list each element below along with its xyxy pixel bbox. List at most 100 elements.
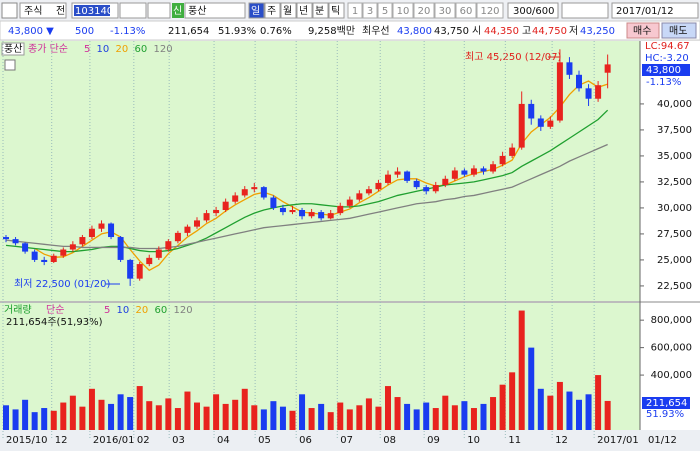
volume-bar [98, 399, 105, 430]
period-label: 분 [315, 5, 324, 17]
candle-body [327, 213, 334, 219]
period-button[interactable] [312, 2, 329, 19]
volume-bar [604, 400, 611, 430]
axis-panel [640, 41, 700, 430]
interval-button[interactable] [362, 2, 378, 19]
x-axis-bg [0, 430, 700, 451]
volume-bar [442, 395, 449, 430]
high-label: 고 [522, 26, 531, 37]
candle-body [50, 255, 57, 262]
x-tick-label: 12 [55, 435, 68, 446]
period-button[interactable] [296, 2, 313, 19]
volume-bar [79, 406, 86, 430]
candle-body [375, 182, 382, 190]
title-box [1, 42, 25, 56]
period-label: 일 [251, 5, 260, 17]
candle-body [528, 103, 535, 119]
volume-bar [165, 398, 172, 430]
candle-body [155, 249, 162, 258]
candle-body [423, 187, 430, 192]
volume-bar [213, 394, 220, 430]
volume-bar [375, 406, 382, 430]
interval-button[interactable] [413, 2, 435, 19]
legend-label: 종가 단순 [28, 43, 68, 55]
volume-bar [299, 394, 306, 430]
candle-body [88, 228, 95, 238]
turnover: 0.76% [260, 26, 292, 37]
market: 주식 [24, 5, 42, 17]
period-label: 주 [267, 6, 276, 17]
panel-icon[interactable] [4, 59, 16, 71]
volume-legend-entry: 60 [155, 305, 168, 316]
volume-bar [146, 401, 153, 430]
volume-bar [528, 347, 535, 430]
candle-body [146, 257, 153, 265]
interval-button[interactable] [476, 2, 504, 19]
count-box[interactable] [507, 2, 559, 19]
amount: 9,258백만 [308, 25, 355, 37]
market-select[interactable] [19, 2, 67, 19]
period-label: 년 [299, 5, 308, 17]
volume-bar [595, 375, 602, 430]
volume-bar [260, 409, 267, 430]
candle-body [499, 155, 506, 165]
candle-body [404, 171, 411, 181]
period-button[interactable] [248, 2, 265, 19]
sound-button[interactable] [147, 2, 171, 19]
x-tick-label: 02 [137, 435, 150, 446]
volume-bar [537, 388, 544, 430]
x-tick-label: 06 [299, 435, 312, 446]
ask: 43,800 [397, 26, 432, 37]
code-dropdown[interactable] [119, 2, 147, 19]
tag-box [172, 3, 184, 18]
candle-body [260, 187, 267, 198]
interval-button[interactable] [377, 2, 393, 19]
volume-bar [232, 399, 239, 430]
candle-body [432, 185, 439, 192]
period-button[interactable] [264, 2, 281, 19]
menu-button[interactable] [1, 2, 18, 19]
date: 2017/01/12 [616, 6, 674, 17]
high: 44,750 [532, 26, 567, 37]
sell-button[interactable] [661, 22, 697, 39]
period-label: 틱 [331, 5, 340, 17]
interval-label: 60 [460, 6, 473, 17]
volume-bar [356, 405, 363, 430]
volume-bar [337, 402, 344, 430]
buy-button[interactable] [626, 22, 660, 39]
interval-button[interactable] [347, 2, 363, 19]
date-box[interactable] [611, 2, 699, 19]
volume-bar [251, 405, 258, 430]
interval-label: 3 [367, 6, 373, 17]
volume-bar [60, 402, 67, 430]
candle-body [289, 210, 296, 213]
period-button[interactable] [328, 2, 345, 19]
interval-button[interactable] [392, 2, 414, 19]
interval-label: 20 [418, 6, 431, 17]
interval-button[interactable] [434, 2, 456, 19]
volume-bar [289, 410, 296, 430]
volume-bar [155, 405, 162, 430]
option-buttons[interactable] [561, 2, 609, 19]
volume-title: 거래량 [4, 304, 32, 316]
candle-body [365, 189, 372, 194]
volume-bar [585, 394, 592, 430]
candle-body [22, 243, 29, 252]
code-highlight [74, 5, 110, 16]
volume-legend-entry: 5 [104, 305, 110, 316]
price-box [642, 64, 690, 76]
candle-body [270, 197, 277, 208]
x-tick-label: 2015/10 [6, 435, 48, 446]
period-button[interactable] [280, 2, 297, 19]
x-tick-label: 10 [467, 435, 480, 446]
candle-body [232, 195, 239, 202]
volume-bar [327, 412, 334, 430]
candle-body [595, 85, 602, 99]
stock-name: 풍산 [188, 5, 206, 17]
lc-label: LC:94.67 [645, 41, 690, 52]
vol-label: 211,654 [646, 398, 687, 409]
scope: 전 [56, 5, 65, 17]
interval-button[interactable] [455, 2, 477, 19]
count-max: /600 [532, 6, 554, 17]
x-tick-label: 12 [555, 435, 568, 446]
